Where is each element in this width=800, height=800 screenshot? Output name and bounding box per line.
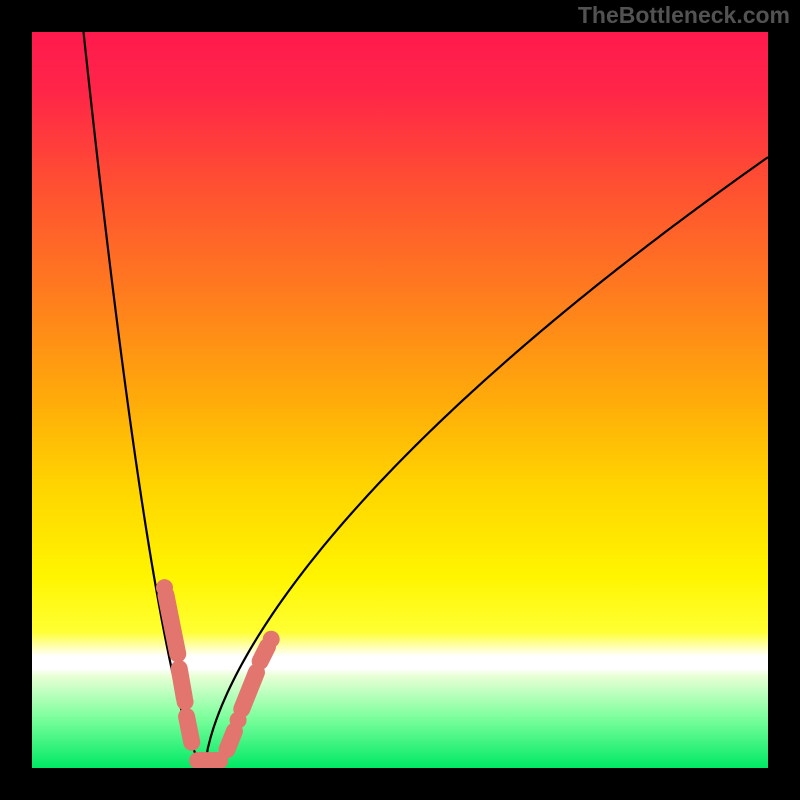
watermark-text: TheBottleneck.com bbox=[578, 2, 790, 29]
data-capsule bbox=[227, 731, 234, 749]
plot-area bbox=[32, 32, 768, 768]
data-capsule bbox=[260, 647, 267, 662]
bottleneck-curve bbox=[84, 32, 768, 768]
data-point bbox=[230, 712, 247, 729]
data-capsule bbox=[166, 595, 178, 654]
chart-container: TheBottleneck.com bbox=[0, 0, 800, 800]
data-point bbox=[156, 579, 173, 596]
data-point bbox=[177, 693, 194, 710]
data-point bbox=[263, 631, 280, 648]
curve-overlay bbox=[32, 32, 768, 768]
data-capsule bbox=[242, 672, 257, 709]
data-capsule bbox=[187, 716, 192, 742]
